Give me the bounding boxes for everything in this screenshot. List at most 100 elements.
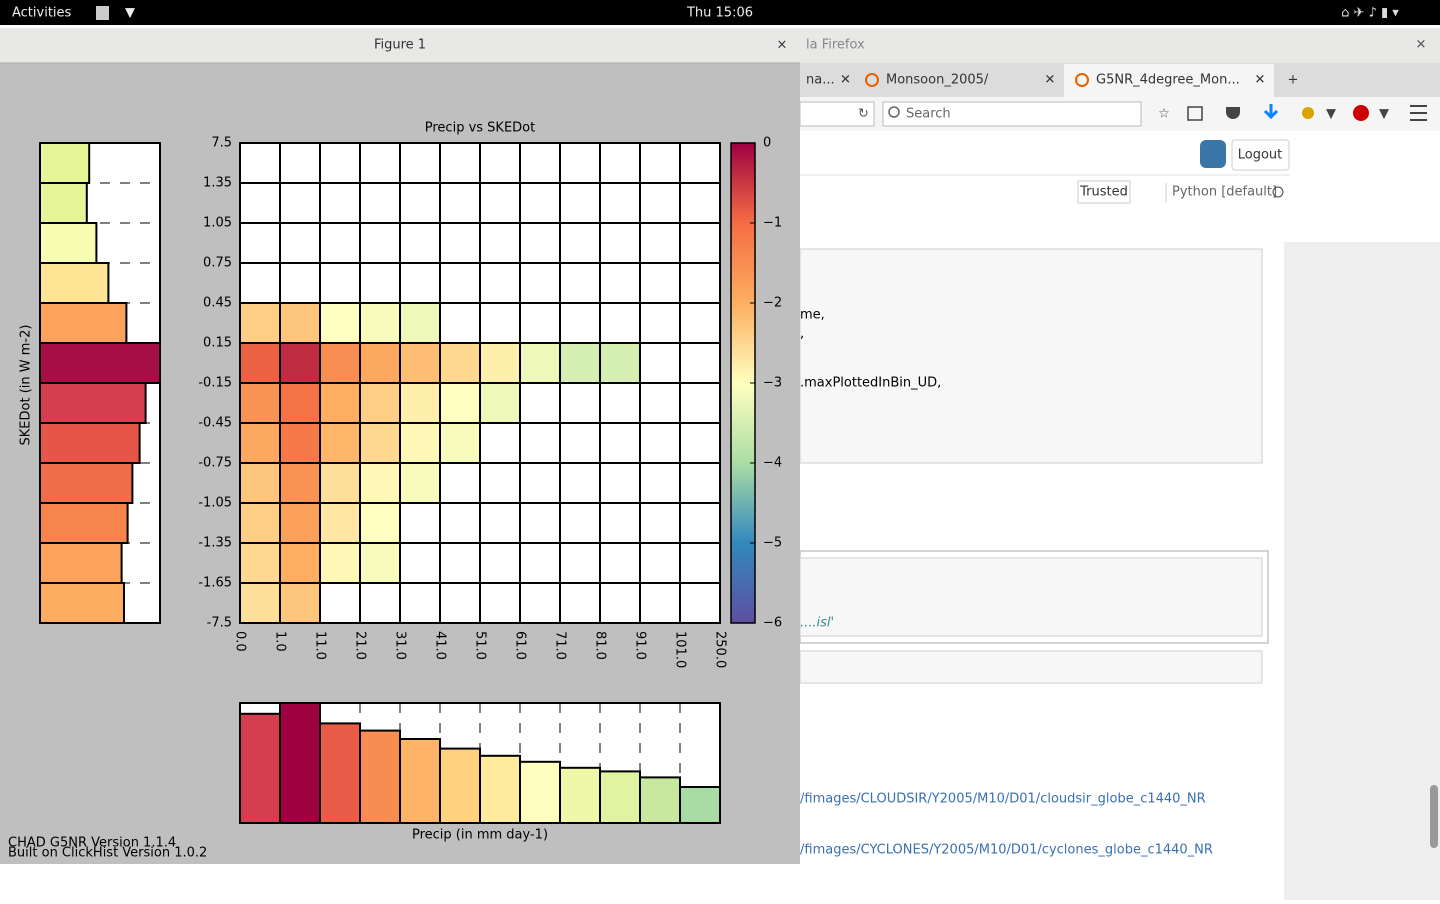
clock[interactable]: Thu 15:06: [686, 6, 753, 21]
tab-close[interactable]: ✕: [1255, 73, 1266, 88]
heat-cell: [440, 423, 480, 463]
y-axis-label: SKEDot (in W m-2): [19, 325, 34, 446]
link[interactable]: /fimages/CYCLONES/Y2005/M10/D01/cyclones…: [800, 843, 1213, 858]
reload[interactable]: ↻: [858, 107, 869, 122]
y-tick-label: 0.45: [203, 296, 232, 311]
col-hist-bar: [239, 712, 281, 824]
trusted-label: Trusted: [1079, 185, 1128, 200]
browser-title: la Firefox: [806, 38, 865, 53]
heat-cell: [400, 303, 440, 343]
heat-cell: [280, 583, 320, 623]
link[interactable]: /fimages/CLOUDSIR/Y2005/M10/D01/cloudsir…: [800, 792, 1206, 807]
dropdown[interactable]: ▼: [1379, 107, 1389, 122]
y-tick-label: 1.05: [203, 216, 232, 231]
heat-cell: [240, 303, 280, 343]
app-menu[interactable]: ▼: [125, 6, 135, 21]
colorbar-tick-label: 0: [763, 136, 771, 151]
figure-close[interactable]: ×: [777, 38, 788, 53]
heat-cell: [280, 503, 320, 543]
heat-cell: [520, 343, 560, 383]
row-hist-border: [39, 142, 161, 624]
heat-cell: [280, 303, 320, 343]
y-tick-label: 0.75: [203, 256, 232, 271]
new-tab[interactable]: +: [1288, 73, 1299, 88]
kernel-status: [1272, 186, 1284, 198]
y-tick-label: -1.65: [198, 576, 232, 591]
tab-close[interactable]: ✕: [1045, 73, 1056, 88]
heat-cell: [480, 343, 520, 383]
tab-icon: [1075, 73, 1089, 87]
bookmark[interactable]: ☆: [1158, 107, 1170, 122]
heat-cell: [240, 383, 280, 423]
adblock[interactable]: [1353, 105, 1369, 121]
heat-cell: [240, 343, 280, 383]
heat-cell: [360, 303, 400, 343]
code-cell: [799, 557, 1263, 637]
heat-cell: [240, 543, 280, 583]
col-hist-bar: [599, 770, 641, 825]
y-tick-label: -0.15: [198, 376, 232, 391]
y-tick-label: -1.05: [198, 496, 232, 511]
scrollbar[interactable]: [1430, 785, 1438, 848]
downloads[interactable]: [1263, 104, 1279, 120]
footer: Built on ClickHist Version 1.0.2: [8, 846, 207, 861]
row-hist-bar: [39, 342, 161, 384]
active-tab[interactable]: [1064, 64, 1274, 97]
x-tick-label: 21.0: [353, 631, 368, 660]
heat-cell: [360, 543, 400, 583]
heat-cell: [240, 503, 280, 543]
url-bar[interactable]: [799, 101, 875, 127]
menu[interactable]: [1410, 105, 1427, 121]
figure-titlebar: [0, 28, 800, 63]
search-box[interactable]: [882, 101, 1142, 127]
col-hist-bar: [439, 747, 481, 824]
heat-cell: [360, 463, 400, 503]
col-hist-bar: [679, 786, 721, 824]
heat-cell: [320, 343, 360, 383]
trusted-badge[interactable]: [1077, 180, 1131, 204]
python-logo: [1200, 140, 1226, 168]
heat-cell: [320, 503, 360, 543]
colorbar-tick-label: −5: [763, 536, 782, 551]
footer: CHAD G5NR Version 1.1.4: [8, 836, 176, 851]
x-tick-label: 101.0: [673, 631, 688, 668]
heat-cell: [360, 383, 400, 423]
heat-cell: [320, 463, 360, 503]
browser-close[interactable]: ✕: [1416, 38, 1427, 53]
x-tick-label: 1.0: [273, 631, 288, 652]
heat-cell: [440, 343, 480, 383]
row-hist-bar: [39, 542, 123, 584]
heat-cell: [360, 503, 400, 543]
heat-cell: [320, 303, 360, 343]
code-line: ,: [800, 327, 804, 342]
heat-cell: [320, 543, 360, 583]
x-tick-label: 11.0: [313, 631, 328, 660]
code-cell: [799, 248, 1263, 464]
x-tick-label: 71.0: [553, 631, 568, 660]
heat-cell: [240, 423, 280, 463]
reading-list[interactable]: [1187, 106, 1203, 121]
col-hist-bar: [519, 760, 561, 824]
kernel-name: Python [default]: [1172, 185, 1277, 200]
heat-cell: [360, 343, 400, 383]
heat-cell: [400, 343, 440, 383]
tab[interactable]: G5NR_4degree_Mon...: [1096, 73, 1240, 88]
row-hist-bar: [39, 262, 110, 304]
status-icons[interactable]: ⌂ ✈ ♪ ▮ ▾: [1341, 6, 1399, 21]
heat-cell: [280, 463, 320, 503]
dropdown[interactable]: ▼: [1326, 107, 1336, 122]
row-hist-bar: [39, 462, 134, 504]
col-hist-bar: [639, 776, 681, 825]
colorbar-tick-label: −3: [763, 376, 782, 391]
tab[interactable]: na...: [806, 73, 835, 88]
heat-cell: [280, 543, 320, 583]
pocket[interactable]: [1226, 107, 1240, 119]
tab[interactable]: Monsoon_2005/: [886, 73, 989, 88]
extension[interactable]: [1302, 107, 1314, 119]
activities[interactable]: Activities: [12, 6, 72, 21]
logout-button[interactable]: [1231, 139, 1290, 171]
y-tick-label: -0.45: [198, 416, 232, 431]
tab-close[interactable]: ✕: [840, 73, 851, 88]
app-icon[interactable]: [96, 6, 109, 20]
